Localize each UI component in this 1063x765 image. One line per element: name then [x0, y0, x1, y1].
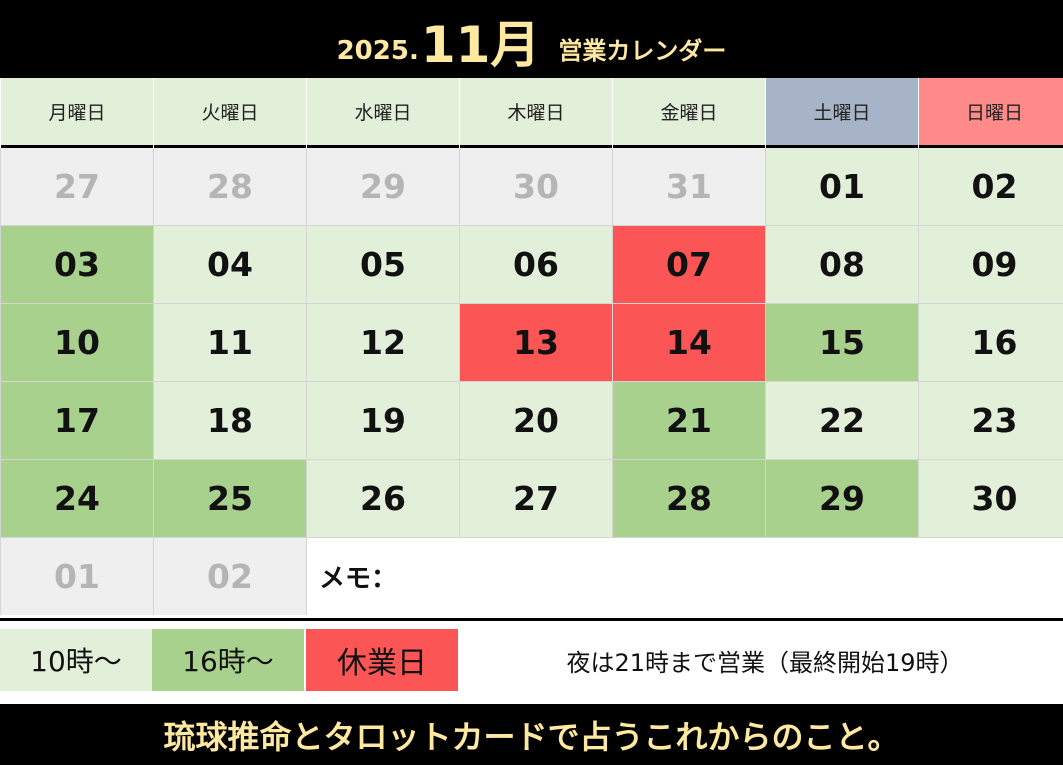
day-cell-prev-month: 30	[460, 148, 612, 225]
legend: 10時～ 16時～ 休業日 夜は21時まで営業（最終開始19時）	[0, 618, 1063, 704]
day-cell-closed: 13	[460, 304, 612, 381]
day-cell-closed: 07	[613, 226, 765, 303]
day-cell: 15	[766, 304, 918, 381]
day-cell: 28	[613, 460, 765, 537]
day-cell-prev-month: 29	[307, 148, 459, 225]
weekday-row: 月曜日 火曜日 水曜日 木曜日 金曜日 土曜日 日曜日	[0, 78, 1063, 148]
day-cell: 19	[307, 382, 459, 459]
day-cell: 08	[766, 226, 918, 303]
header-month: 11月	[420, 16, 541, 74]
day-cell: 06	[460, 226, 612, 303]
day-cell: 27	[460, 460, 612, 537]
day-cell-next-month: 01	[1, 538, 153, 615]
days-grid: 27 28 29 30 31 01 02 03 04 05 06 07 08 0…	[0, 148, 1063, 615]
day-cell: 20	[460, 382, 612, 459]
day-cell: 18	[154, 382, 306, 459]
weekday-wed: 水曜日	[307, 78, 459, 148]
weekday-sun: 日曜日	[919, 78, 1063, 148]
weekday-tue: 火曜日	[154, 78, 306, 148]
header-year: 2025.	[336, 36, 419, 66]
day-cell: 11	[154, 304, 306, 381]
day-cell: 03	[1, 226, 153, 303]
day-cell: 10	[1, 304, 153, 381]
footer-banner: 琉球推命とタロットカードで占うこれからのこと。	[0, 704, 1063, 765]
day-cell: 12	[307, 304, 459, 381]
day-cell: 21	[613, 382, 765, 459]
memo-area: メモ：	[307, 538, 1063, 615]
day-cell: 23	[919, 382, 1063, 459]
legend-closed: 休業日	[306, 629, 458, 691]
day-cell: 26	[307, 460, 459, 537]
weekday-fri: 金曜日	[613, 78, 765, 148]
day-cell: 05	[307, 226, 459, 303]
legend-note: 夜は21時まで営業（最終開始19時）	[566, 648, 964, 677]
day-cell: 01	[766, 148, 918, 225]
day-cell: 25	[154, 460, 306, 537]
day-cell: 09	[919, 226, 1063, 303]
weekday-sat: 土曜日	[766, 78, 918, 148]
day-cell: 17	[1, 382, 153, 459]
day-cell-prev-month: 27	[1, 148, 153, 225]
calendar-header: 2025. 11月 営業カレンダー	[0, 0, 1063, 78]
header-subtitle: 営業カレンダー	[558, 37, 727, 65]
weekday-mon: 月曜日	[1, 78, 153, 148]
day-cell-closed: 14	[613, 304, 765, 381]
day-cell: 24	[1, 460, 153, 537]
calendar-grid: 月曜日 火曜日 水曜日 木曜日 金曜日 土曜日 日曜日 27 28 29 30 …	[0, 78, 1063, 618]
day-cell-prev-month: 31	[613, 148, 765, 225]
memo-label: メモ：	[319, 564, 398, 594]
day-cell: 02	[919, 148, 1063, 225]
day-cell: 30	[919, 460, 1063, 537]
weekday-thu: 木曜日	[460, 78, 612, 148]
legend-green: 16時～	[152, 629, 304, 691]
day-cell-prev-month: 28	[154, 148, 306, 225]
legend-light-green: 10時～	[0, 629, 152, 691]
day-cell: 29	[766, 460, 918, 537]
day-cell-next-month: 02	[154, 538, 306, 615]
day-cell: 22	[766, 382, 918, 459]
day-cell: 16	[919, 304, 1063, 381]
day-cell: 04	[154, 226, 306, 303]
